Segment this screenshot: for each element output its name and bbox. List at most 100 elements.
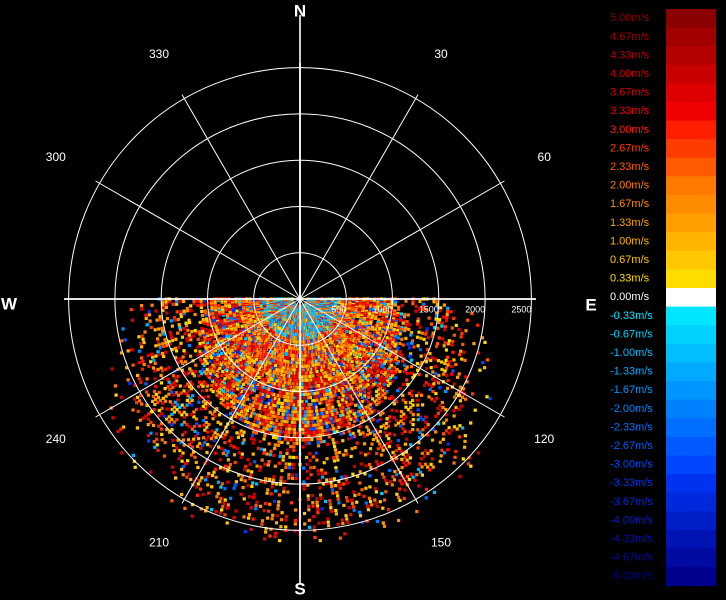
echo-cell — [395, 444, 399, 448]
echo-cell — [284, 338, 288, 342]
echo-cell — [342, 503, 346, 507]
echo-cell — [192, 410, 196, 414]
echo-cell — [350, 401, 354, 405]
echo-cell — [260, 414, 264, 419]
echo-cell — [366, 379, 370, 383]
echo-cell — [162, 414, 166, 418]
echo-cell — [216, 359, 220, 363]
echo-cell — [401, 452, 405, 456]
echo-cell — [320, 507, 324, 511]
echo-cell — [426, 357, 430, 361]
echo-cell — [312, 465, 316, 469]
echo-cell — [315, 500, 319, 504]
echo-cell — [212, 339, 217, 344]
echo-cell — [277, 354, 281, 358]
echo-cell — [347, 387, 351, 391]
echo-cell — [200, 476, 204, 480]
echo-cell — [172, 470, 176, 475]
echo-cell — [300, 403, 304, 407]
echo-cell — [328, 413, 332, 417]
echo-cell — [253, 319, 257, 323]
echo-cell — [411, 418, 415, 422]
echo-cell — [316, 391, 320, 395]
echo-cell — [323, 393, 327, 397]
echo-cell — [167, 380, 171, 384]
echo-cell — [165, 407, 169, 411]
echo-cell — [277, 379, 281, 383]
echo-cell — [365, 304, 369, 308]
echo-cell — [219, 485, 223, 489]
echo-cell — [260, 392, 264, 396]
echo-cell — [392, 311, 397, 315]
echo-cell — [270, 517, 274, 521]
echo-cell — [252, 389, 256, 393]
echo-cell — [147, 412, 151, 416]
echo-cell — [405, 371, 409, 376]
echo-cell — [251, 517, 255, 521]
echo-cell — [254, 423, 258, 428]
echo-cell — [334, 389, 338, 393]
echo-cell — [289, 346, 293, 350]
echo-cell — [251, 372, 255, 376]
echo-cell — [237, 473, 241, 477]
echo-cell — [452, 333, 456, 337]
echo-cell — [314, 423, 318, 427]
echo-cell — [305, 417, 310, 421]
echo-cell — [345, 415, 349, 419]
echo-cell — [358, 514, 363, 518]
echo-cell — [119, 395, 123, 399]
echo-cell — [397, 305, 401, 309]
echo-cell — [418, 462, 422, 466]
echo-cell — [342, 390, 346, 394]
echo-cell — [154, 392, 158, 397]
echo-cell — [222, 381, 226, 385]
echo-cell — [309, 424, 313, 428]
echo-cell — [160, 411, 164, 415]
echo-cell — [252, 336, 256, 341]
echo-cell — [182, 420, 186, 424]
echo-cell — [409, 410, 413, 414]
echo-cell — [323, 396, 328, 400]
echo-cell — [305, 462, 309, 466]
echo-cell — [255, 428, 260, 432]
echo-cell — [258, 421, 262, 425]
echo-cell — [176, 393, 181, 397]
echo-cell — [214, 383, 218, 387]
echo-cell — [271, 403, 275, 407]
echo-cell — [393, 299, 398, 303]
echo-cell — [248, 398, 252, 402]
echo-cell — [346, 384, 350, 388]
echo-cell — [339, 311, 343, 315]
echo-cell — [335, 490, 339, 495]
echo-cell — [315, 369, 319, 374]
echo-cell — [383, 391, 387, 395]
echo-cell — [460, 331, 464, 335]
echo-cell — [303, 522, 307, 526]
echo-cell — [424, 332, 428, 336]
echo-cell — [276, 429, 280, 433]
echo-cell — [184, 391, 188, 395]
echo-cell — [287, 349, 291, 353]
echo-cell — [458, 424, 462, 428]
echo-cell — [204, 420, 208, 425]
echo-cell — [347, 395, 351, 399]
echo-cell — [192, 437, 196, 441]
echo-cell — [172, 443, 176, 448]
echo-cell — [238, 405, 243, 409]
echo-cell — [349, 390, 353, 394]
echo-cell — [216, 491, 220, 496]
echo-cell — [291, 382, 295, 386]
echo-cell — [388, 381, 392, 386]
echo-cell — [395, 329, 400, 333]
echo-cell — [326, 517, 330, 521]
echo-cell — [278, 383, 282, 387]
echo-cell — [242, 403, 246, 407]
echo-cell — [293, 424, 297, 428]
echo-cell — [277, 408, 281, 412]
echo-cell — [257, 414, 261, 418]
echo-cell — [414, 309, 418, 313]
echo-cell — [247, 374, 251, 378]
echo-cell — [391, 367, 395, 371]
echo-cell — [260, 388, 264, 392]
echo-cell — [295, 431, 299, 435]
